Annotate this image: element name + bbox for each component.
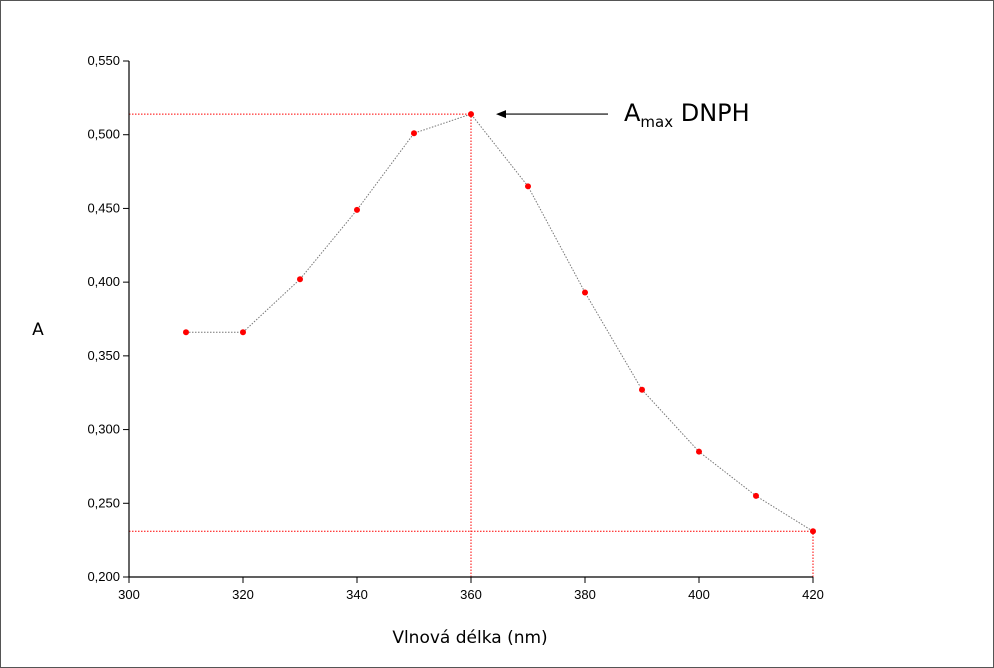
x-axis-title: Vlnová délka (nm) [392, 628, 547, 648]
annotation-suffix: DNPH [673, 99, 750, 127]
data-point [354, 206, 360, 213]
data-point [525, 183, 531, 190]
y-tick-label: 0,350 [87, 348, 120, 363]
annotation-arrow-head [496, 110, 506, 119]
annotation-label: Amax DNPH [624, 99, 750, 131]
data-series [183, 111, 816, 535]
annotation-amax: Amax DNPH [496, 99, 750, 131]
x-tick-label: 360 [460, 587, 482, 602]
x-tick-label: 320 [232, 587, 254, 602]
x-tick-label: 340 [346, 587, 368, 602]
y-tick-label: 0,550 [87, 53, 120, 68]
reference-lines [129, 113, 814, 577]
x-tick-label: 300 [118, 587, 140, 602]
annotation-subscript: max [640, 113, 673, 131]
data-point [468, 111, 474, 118]
x-tick-label: 420 [802, 587, 824, 602]
y-tick-label: 0,250 [87, 495, 120, 510]
series-line [186, 113, 814, 532]
x-tick-label: 380 [574, 587, 596, 602]
data-point [696, 448, 702, 455]
data-point [810, 528, 816, 535]
data-point [582, 289, 588, 296]
data-point [639, 386, 645, 393]
data-point [297, 276, 303, 283]
y-tick-label: 0,500 [87, 127, 120, 142]
data-point [411, 130, 417, 137]
y-tick-label: 0,450 [87, 200, 120, 215]
y-tick-label: 0,200 [87, 569, 120, 584]
data-point [240, 329, 246, 336]
axes [123, 60, 814, 583]
y-tick-label: 0,400 [87, 274, 120, 289]
tick-labels: 0,200 0,250 0,300 0,350 0,400 0,450 0,500 0,550… [87, 53, 823, 602]
y-tick-label: 0,300 [87, 422, 120, 437]
data-point [183, 329, 189, 336]
annotation-main: A [624, 99, 641, 127]
y-axis-title: A [32, 320, 44, 340]
x-tick-label: 400 [688, 587, 710, 602]
data-point [753, 492, 759, 499]
